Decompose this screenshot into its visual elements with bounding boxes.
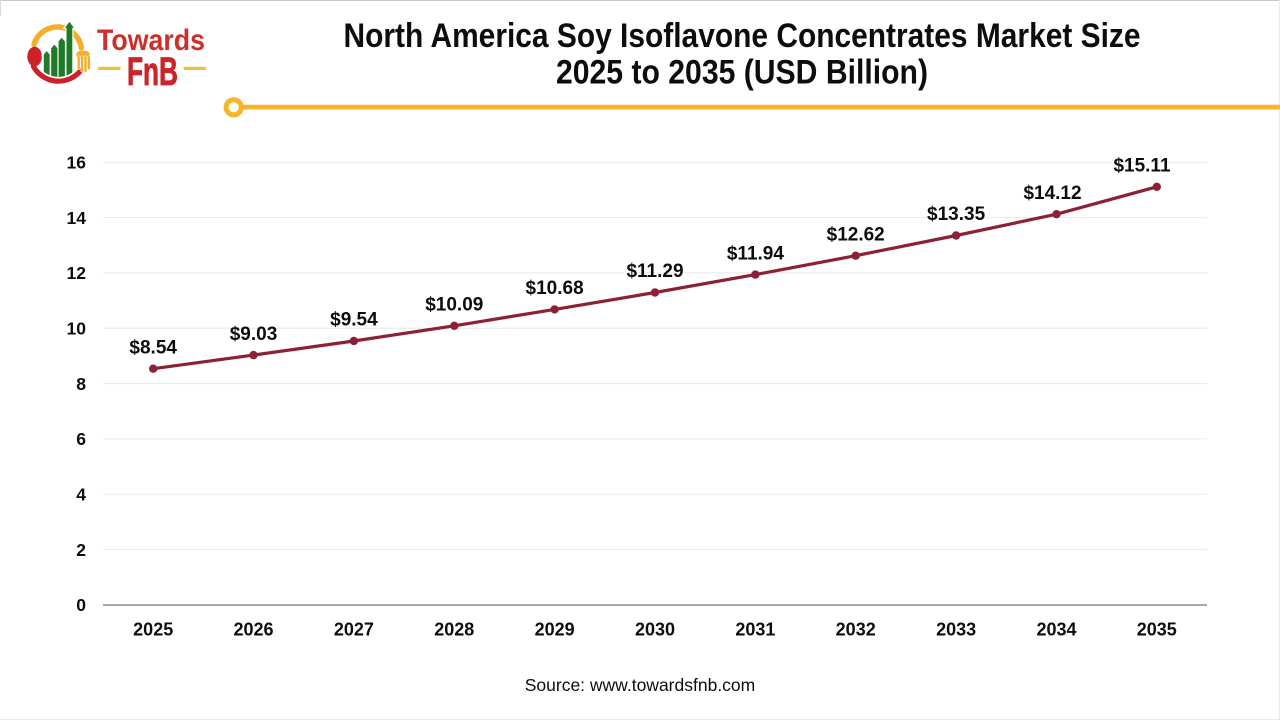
svg-text:2035: 2035 — [1137, 620, 1177, 640]
svg-text:2031: 2031 — [735, 620, 775, 640]
svg-text:2029: 2029 — [535, 620, 575, 640]
svg-text:$12.62: $12.62 — [827, 224, 885, 245]
svg-text:$10.68: $10.68 — [526, 278, 584, 299]
svg-text:6: 6 — [76, 429, 86, 449]
svg-text:$8.54: $8.54 — [129, 337, 177, 358]
svg-text:2034: 2034 — [1036, 620, 1076, 640]
svg-text:2033: 2033 — [936, 620, 976, 640]
svg-text:8: 8 — [76, 374, 86, 394]
svg-text:2030: 2030 — [635, 620, 675, 640]
svg-text:Towards: Towards — [97, 24, 205, 57]
svg-text:$15.11: $15.11 — [1113, 156, 1170, 177]
svg-text:North America Soy Isoflavone C: North America Soy Isoflavone Concentrate… — [344, 17, 1141, 55]
svg-text:$11.29: $11.29 — [626, 261, 683, 282]
svg-text:Source: www.towardsfnb.com: Source: www.towardsfnb.com — [525, 675, 756, 695]
svg-text:$9.03: $9.03 — [230, 324, 278, 345]
svg-text:12: 12 — [67, 263, 87, 283]
svg-text:2025: 2025 — [133, 620, 173, 640]
svg-text:$10.09: $10.09 — [425, 295, 483, 316]
svg-text:2: 2 — [76, 540, 86, 560]
svg-text:2028: 2028 — [434, 620, 474, 640]
svg-text:2026: 2026 — [233, 620, 273, 640]
svg-text:10: 10 — [67, 318, 87, 338]
svg-text:4: 4 — [76, 485, 86, 505]
svg-text:$14.12: $14.12 — [1023, 183, 1081, 204]
svg-text:FnB: FnB — [127, 50, 178, 94]
svg-text:2025 to 2035 (USD Billion): 2025 to 2035 (USD Billion) — [556, 54, 928, 92]
svg-text:16: 16 — [67, 152, 87, 172]
svg-text:$13.35: $13.35 — [927, 204, 986, 225]
svg-text:2027: 2027 — [334, 620, 374, 640]
svg-text:2032: 2032 — [836, 620, 876, 640]
svg-text:14: 14 — [67, 208, 87, 228]
svg-text:$9.54: $9.54 — [330, 310, 378, 331]
svg-text:0: 0 — [76, 595, 86, 615]
svg-text:$11.94: $11.94 — [727, 243, 784, 264]
